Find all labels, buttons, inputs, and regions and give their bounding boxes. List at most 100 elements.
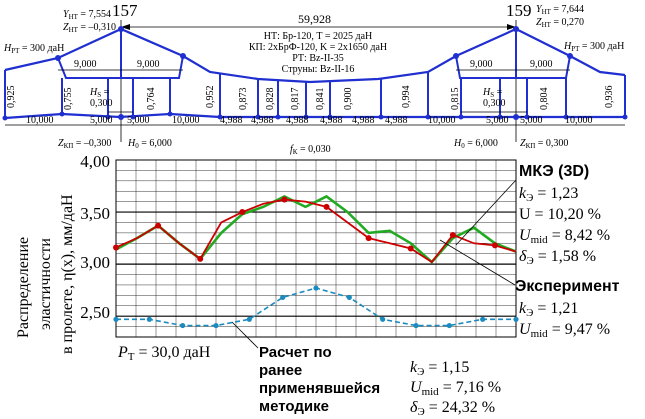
- legend-old-title-3: применявшейся: [259, 380, 380, 397]
- dim-10000-left: 10,000: [26, 115, 54, 126]
- old-method-point: [280, 294, 286, 301]
- dim-4988-4: 4,988: [320, 115, 343, 126]
- old-method-point: [413, 322, 419, 329]
- legend-exp-title: Эксперимент: [515, 278, 620, 295]
- ytick-3-50: 3,50: [80, 204, 110, 223]
- leader-old: [231, 321, 259, 349]
- old-method-point: [213, 322, 219, 329]
- old-method-point: [446, 322, 452, 329]
- dim-5000-r2: 5,000: [520, 115, 543, 126]
- ytick-4-00: 4,00: [80, 152, 110, 171]
- span-arrow-right: [507, 24, 516, 30]
- ytick-2-50: 2,50: [80, 303, 110, 322]
- catenary-schematic: 157 159 59,928 YHT = 7,554 ZHT = –0,310 …: [2, 1, 628, 156]
- legend-old-k: kЭ = 1,15: [410, 359, 469, 378]
- dim-5000-l2: 5,000: [127, 115, 150, 126]
- dim-4988-5: 4,988: [352, 115, 375, 126]
- dim-9000-c: 9,000: [470, 59, 493, 70]
- hs-left-value: 0,300: [90, 98, 113, 109]
- old-method-point: [480, 316, 486, 322]
- svg-text:0,925: 0,925: [6, 86, 17, 109]
- svg-text:0,817: 0,817: [290, 88, 301, 111]
- support-left-label: 157: [112, 1, 138, 20]
- legend-mke-delta: δЭ = 1,58 %: [519, 248, 596, 267]
- legend-old-title-2: ранее: [259, 362, 302, 379]
- pt-label: PТ = 30,0 даН: [117, 344, 211, 363]
- svg-text:0,952: 0,952: [205, 86, 216, 109]
- dim-lines-upper: [5, 69, 625, 126]
- left-stitch-wire: [57, 55, 184, 79]
- center-line-2: КП: 2хБрФ-120, K = 2х1650 даН: [249, 42, 387, 53]
- legend-mke-umid: Umid = 8,42 %: [519, 227, 610, 246]
- svg-text:0,936: 0,936: [604, 86, 615, 109]
- legend-old-title-1: Расчет по: [259, 344, 332, 361]
- exp-point: [407, 245, 414, 252]
- old-method-point: [346, 294, 352, 301]
- span-length-label: 59,928: [298, 12, 331, 26]
- legend-mke-k: kЭ = 1,23: [519, 185, 578, 204]
- center-line-3: РТ: Bz-II-35: [292, 53, 344, 64]
- elasticity-chart: 4,00 3,50 3,00 2,50 Распределение эласти…: [15, 152, 620, 418]
- exp-point: [239, 209, 246, 216]
- old-method-point: [113, 316, 119, 322]
- dim-5000-r1: 5,000: [486, 115, 509, 126]
- dropper-length-labels: 0,925 0,755 0,764 0,952 0,873 0,828 0,81…: [6, 86, 615, 111]
- dim-4988-2: 4,988: [251, 115, 274, 126]
- old-method-point: [380, 316, 386, 322]
- exp-point: [281, 196, 288, 203]
- legend-exp-k: kЭ = 1,21: [519, 300, 578, 319]
- old-method-point: [180, 322, 186, 329]
- droppers: [4, 70, 626, 118]
- hs-right-value: 0,300: [483, 98, 506, 109]
- ylabel-line-2: эластичности: [37, 238, 54, 330]
- legend-mke-title: МКЭ (3D): [519, 163, 589, 180]
- legend-old-umid: Umid = 7,16 %: [410, 379, 501, 398]
- svg-text:0,900: 0,900: [343, 88, 354, 111]
- dim-4988-3: 4,988: [286, 115, 309, 126]
- support-right-label: 159: [506, 1, 532, 20]
- fk-label: fК = 0,030: [290, 144, 331, 156]
- dim-10000-right: 10,000: [565, 115, 593, 126]
- old-method-point: [313, 285, 319, 291]
- ytick-3-00: 3,00: [80, 253, 110, 272]
- chart-grid: [116, 160, 516, 337]
- series-line-1: [115, 198, 517, 264]
- center-line-4: Струны: Bz-II-16: [282, 64, 355, 75]
- hs-left-label: HS =: [89, 87, 110, 99]
- exp-point: [323, 203, 330, 210]
- dim-4988-1: 4,988: [220, 115, 243, 126]
- svg-text:0,755: 0,755: [63, 88, 74, 111]
- svg-text:0,815: 0,815: [450, 88, 461, 111]
- old-method-point: [246, 316, 252, 322]
- exp-point: [365, 235, 372, 242]
- svg-text:0,804: 0,804: [539, 88, 550, 111]
- dim-9000-b: 9,000: [137, 59, 160, 70]
- svg-text:0,873: 0,873: [238, 88, 249, 111]
- messenger-wire: [4, 27, 626, 84]
- center-line-1: НТ: Бр-120, T = 2025 даН: [264, 31, 373, 42]
- leader-mke: [455, 179, 517, 246]
- z-ht-left-label: ZHT = –0,310: [63, 22, 116, 34]
- old-method-point: [146, 316, 152, 322]
- y-ht-left-label: YHT = 7,554: [63, 9, 111, 21]
- svg-text:0,994: 0,994: [401, 86, 412, 109]
- legend-old-delta: δЭ = 24,32 %: [410, 399, 495, 418]
- exp-point: [449, 231, 456, 238]
- ylabel-line-3: в пролете, η(x), мм/даН: [59, 194, 76, 354]
- h0-right-label: H0 = 6,000: [453, 138, 498, 150]
- exp-point: [113, 244, 119, 251]
- dim-4988-6: 4,988: [385, 115, 408, 126]
- chart-series: [113, 194, 519, 329]
- old-method-point: [513, 316, 519, 322]
- dropper-nodes: [2, 26, 628, 121]
- h-rt-right-label: HPT = 300 даН: [563, 41, 624, 53]
- exp-point: [491, 242, 498, 249]
- svg-text:0,764: 0,764: [146, 88, 157, 111]
- exp-point: [155, 222, 162, 229]
- ylabel-line-1: Распределение: [15, 237, 32, 338]
- dim-9000-d: 9,000: [530, 59, 553, 70]
- dim-10000-mid-l: 10,000: [172, 115, 200, 126]
- zkp-right-label: ZКП = 0,300: [520, 138, 568, 150]
- svg-text:0,841: 0,841: [315, 88, 326, 111]
